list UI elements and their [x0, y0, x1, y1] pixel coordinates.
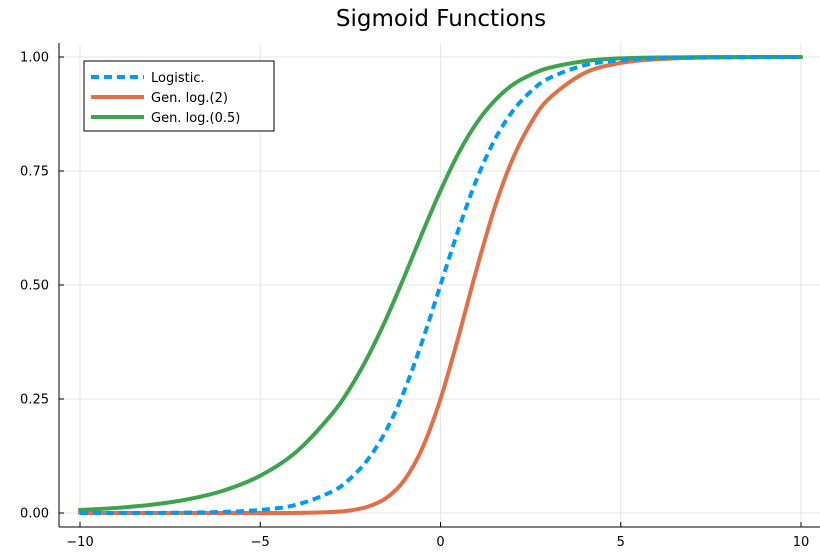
- y-tick-label: 1.00: [20, 51, 49, 66]
- y-tick-label: 0.25: [20, 393, 49, 408]
- chart-title: Sigmoid Functions: [336, 6, 546, 32]
- x-tick-label: 0: [436, 535, 444, 550]
- legend-label: Logistic.: [151, 71, 205, 86]
- y-tick-label: 0.00: [20, 507, 49, 522]
- legend: Logistic. Gen. log.(2) Gen. log.(0.5): [83, 60, 275, 132]
- x-tick-label: −10: [66, 535, 93, 550]
- x-tick-label: −5: [251, 535, 270, 550]
- series-lines: [78, 55, 803, 515]
- legend-label: Gen. log.(0.5): [151, 111, 240, 126]
- x-tick-label: 5: [617, 535, 625, 550]
- y-tick-label: 0.75: [20, 165, 49, 180]
- legend-label: Gen. log.(2): [151, 91, 228, 106]
- series-line-2: [78, 55, 803, 512]
- y-tick-label: 0.50: [20, 279, 49, 294]
- x-tick-label: 10: [793, 535, 810, 550]
- tick-labels: −10 −5 0 5 10 0.00 0.25 0.50 0.75 1.00: [20, 51, 809, 551]
- axes: [58, 43, 820, 528]
